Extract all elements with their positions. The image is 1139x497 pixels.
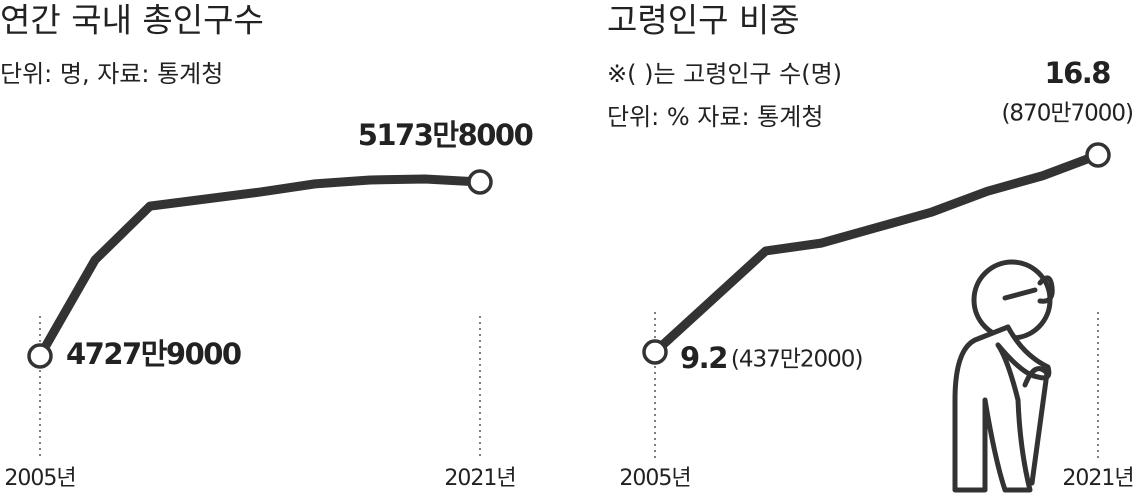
value-label: 9.2 bbox=[680, 341, 727, 375]
subtitle: ※( )는 고령인구 수(명) bbox=[607, 60, 842, 88]
chart-title: 연간 국내 총인구수 bbox=[0, 1, 264, 40]
x-tick-label: 2005년 bbox=[619, 466, 690, 491]
point-marker bbox=[467, 169, 493, 195]
point-marker bbox=[642, 339, 668, 365]
subtitle: 단위: 명, 자료: 통계청 bbox=[0, 60, 223, 88]
value-label: 4727만9000 bbox=[66, 337, 241, 371]
x-tick-label: 2021년 bbox=[1062, 466, 1133, 491]
annotation: (870만7000) bbox=[1001, 101, 1133, 127]
annotation: (437만2000) bbox=[731, 347, 863, 373]
data-line bbox=[36, 174, 481, 359]
x-tick-label: 2005년 bbox=[4, 466, 75, 491]
subtitle: 단위: % 자료: 통계청 bbox=[607, 103, 823, 131]
value-label: 16.8 bbox=[1044, 56, 1110, 90]
elderly-icon bbox=[952, 259, 1055, 493]
chart-title: 고령인구 비중 bbox=[607, 1, 800, 40]
point-marker bbox=[1085, 142, 1111, 168]
x-tick-label: 2021년 bbox=[444, 466, 515, 491]
point-marker bbox=[27, 343, 53, 369]
data-line bbox=[651, 150, 1100, 356]
value-label: 5173만8000 bbox=[358, 118, 533, 152]
